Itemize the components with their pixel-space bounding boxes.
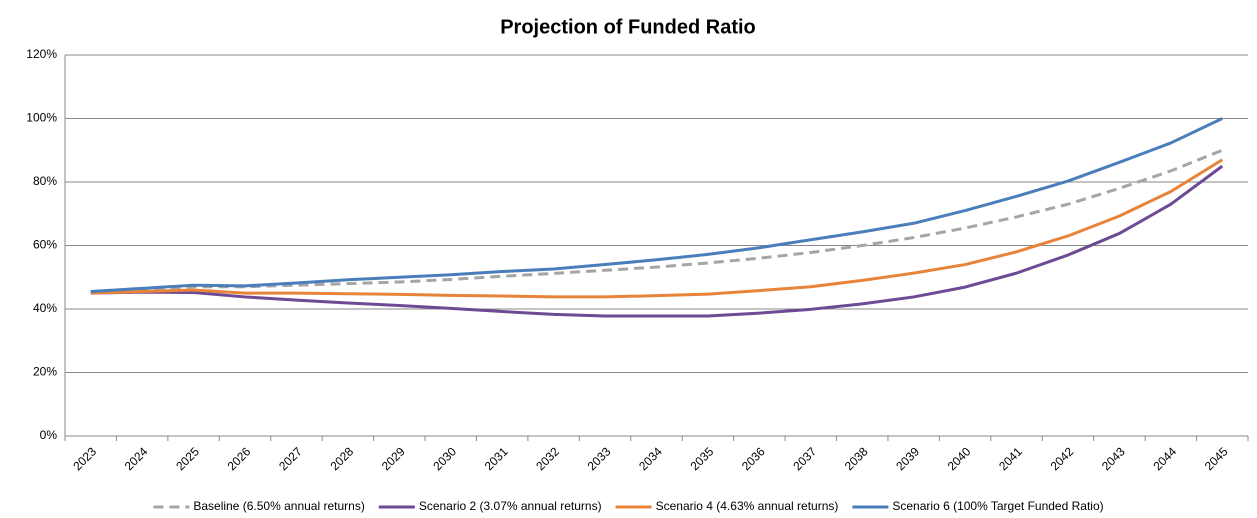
y-tick-label: 20%: [33, 365, 57, 379]
y-tick-label: 0%: [40, 428, 58, 442]
x-tick-label: 2030: [430, 444, 459, 473]
chart-title: Projection of Funded Ratio: [500, 16, 756, 38]
y-tick-label: 100%: [26, 111, 57, 125]
legend: Baseline (6.50% annual returns) Scenario …: [153, 499, 1104, 513]
y-tick-label: 40%: [33, 301, 57, 315]
x-tick-label: 2036: [739, 444, 768, 473]
x-tick-label: 2033: [585, 444, 614, 473]
legend-label: Scenario 6 (100% Target Funded Ratio): [892, 499, 1103, 513]
y-tick-label: 120%: [26, 47, 57, 61]
x-tick-label: 2029: [379, 444, 408, 473]
x-tick-label: 2026: [225, 444, 254, 473]
series-line: [90, 158, 1224, 299]
x-tick-label: 2044: [1150, 444, 1179, 473]
x-tick-label: 2027: [276, 444, 305, 473]
x-tick-label: 2040: [945, 444, 974, 473]
x-tick-label: 2028: [327, 444, 356, 473]
y-tick-label: 60%: [33, 238, 57, 252]
x-tick-label: 2037: [790, 444, 819, 473]
x-tick-label: 2038: [842, 444, 871, 473]
x-tick-label: 2045: [1202, 444, 1231, 473]
x-tick-label: 2023: [70, 444, 99, 473]
series-line: [90, 148, 1223, 295]
series-line: [90, 117, 1223, 294]
x-tick-label: 2032: [533, 444, 562, 473]
x-tick-label: 2031: [482, 444, 511, 473]
x-tick-label: 2035: [688, 444, 717, 473]
legend-label: Baseline (6.50% annual returns): [193, 499, 364, 513]
series-line: [90, 164, 1224, 318]
x-tick-label: 2041: [996, 444, 1025, 473]
x-tick-label: 2024: [122, 444, 151, 473]
y-tick-label: 80%: [33, 174, 57, 188]
x-tick-label: 2034: [636, 444, 665, 473]
legend-label: Scenario 4 (4.63% annual returns): [656, 499, 839, 513]
legend-label: Scenario 2 (3.07% annual returns): [419, 499, 602, 513]
x-tick-label: 2025: [173, 444, 202, 473]
x-tick-label: 2043: [1099, 444, 1128, 473]
x-tick-label: 2039: [893, 444, 922, 473]
x-tick-label: 2042: [1048, 444, 1077, 473]
